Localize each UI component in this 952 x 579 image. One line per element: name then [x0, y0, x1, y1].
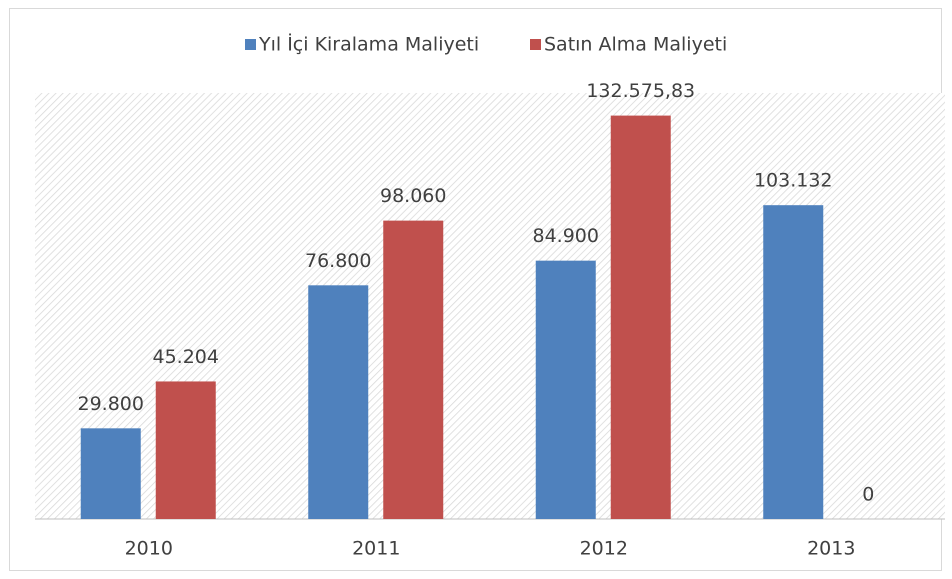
bar [535, 260, 596, 519]
bar [80, 428, 141, 519]
x-tick-label: 2012 [580, 538, 628, 560]
legend-swatch [530, 39, 541, 50]
x-tick-label: 2011 [352, 538, 400, 560]
data-label: 132.575,83 [586, 80, 695, 102]
data-label: 84.900 [533, 225, 599, 247]
bar [610, 115, 671, 519]
x-tick-label: 2013 [807, 538, 855, 560]
data-label: 45.204 [153, 346, 219, 368]
x-tick-label: 2010 [125, 538, 173, 560]
bar [308, 285, 369, 519]
legend-label: Yıl İçi Kiralama Maliyeti [258, 33, 479, 56]
bar [383, 220, 444, 519]
data-label: 76.800 [305, 250, 371, 272]
data-label: 103.132 [754, 170, 833, 192]
legend-swatch [245, 39, 256, 50]
data-label: 29.800 [78, 393, 144, 415]
data-label: 98.060 [380, 185, 446, 207]
legend-label: Satın Alma Maliyeti [544, 34, 727, 56]
bar [763, 205, 824, 519]
data-label: 0 [862, 484, 874, 506]
bar [155, 381, 216, 519]
